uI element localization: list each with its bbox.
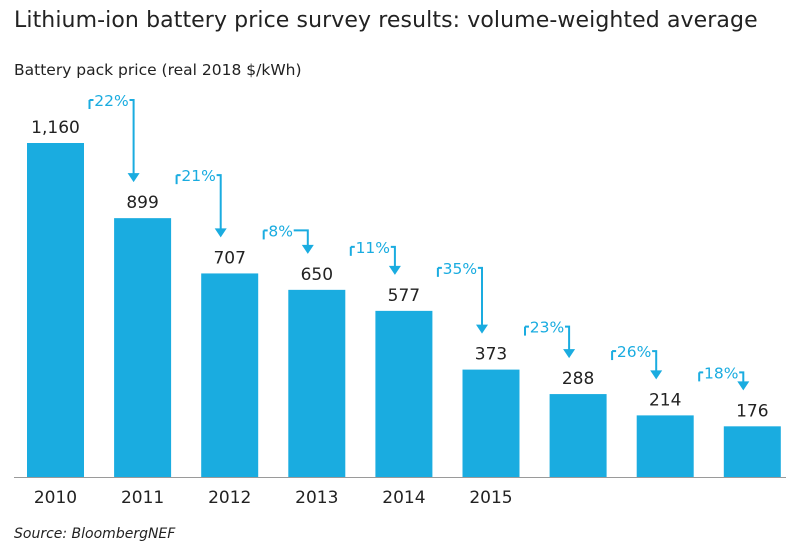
value-label-2017: 214 <box>649 390 681 410</box>
annotation-arrowhead-6 <box>650 370 663 380</box>
annotation-label-5: 23% <box>530 319 564 337</box>
x-tick-label-2011: 2011 <box>121 488 164 508</box>
bar-2018 <box>723 426 781 477</box>
annotation-connector-3 <box>390 245 396 268</box>
annotation-connector-1 <box>216 174 222 231</box>
value-label-2015: 373 <box>475 345 507 365</box>
value-label-2018: 176 <box>736 401 768 421</box>
annotation-label-7: 18% <box>704 364 738 382</box>
source-note: Source: BloombergNEF <box>14 526 176 542</box>
x-tick-label-2010: 2010 <box>34 488 77 508</box>
bar-2012 <box>201 273 259 477</box>
annotation-connector-2 <box>293 229 309 247</box>
bar-2015 <box>462 369 520 477</box>
annotation-connector-6 <box>652 350 658 373</box>
annotation-label-6: 26% <box>617 343 651 361</box>
annotation-arrowhead-5 <box>563 349 576 359</box>
value-label-2010: 1,160 <box>31 118 80 138</box>
bar-2011 <box>114 218 172 477</box>
annotation-connector-4 <box>477 266 483 327</box>
chart-title: Lithium-ion battery price survey results… <box>14 8 758 33</box>
x-tick-label-2015: 2015 <box>469 488 512 508</box>
value-label-2013: 650 <box>301 265 333 285</box>
annotation-arrowhead-3 <box>388 265 401 275</box>
value-label-2014: 577 <box>388 286 420 306</box>
x-tick-label-2014: 2014 <box>382 488 425 508</box>
annotation-label-3: 11% <box>356 239 390 257</box>
annotation-arrowhead-1 <box>214 228 227 238</box>
annotation-connector-7 <box>739 371 745 384</box>
bar-2010 <box>27 143 84 477</box>
annotation-connector-0 <box>129 99 135 176</box>
annotation-arrowhead-0 <box>127 173 140 183</box>
annotation-label-2: 8% <box>268 222 293 240</box>
x-tick-label-2012: 2012 <box>208 488 251 508</box>
bar-2014 <box>375 310 433 477</box>
x-tick-label-2013: 2013 <box>295 488 338 508</box>
annotation-arrowhead-7 <box>737 381 750 391</box>
annotation-arrowhead-2 <box>301 244 314 254</box>
annotation-label-0: 22% <box>94 92 128 110</box>
value-label-2016: 288 <box>562 369 594 389</box>
value-label-2012: 707 <box>213 248 245 268</box>
bar-2013 <box>288 289 346 477</box>
annotation-label-1: 21% <box>181 167 215 185</box>
annotation-connector-5 <box>565 325 571 352</box>
value-label-2011: 899 <box>126 193 158 213</box>
annotation-arrowhead-4 <box>476 324 488 334</box>
y-axis-label: Battery pack price (real 2018 $/kWh) <box>14 61 302 79</box>
annotation-label-4: 35% <box>443 260 477 278</box>
bar-2017 <box>636 415 694 477</box>
bar-2016 <box>549 394 607 477</box>
